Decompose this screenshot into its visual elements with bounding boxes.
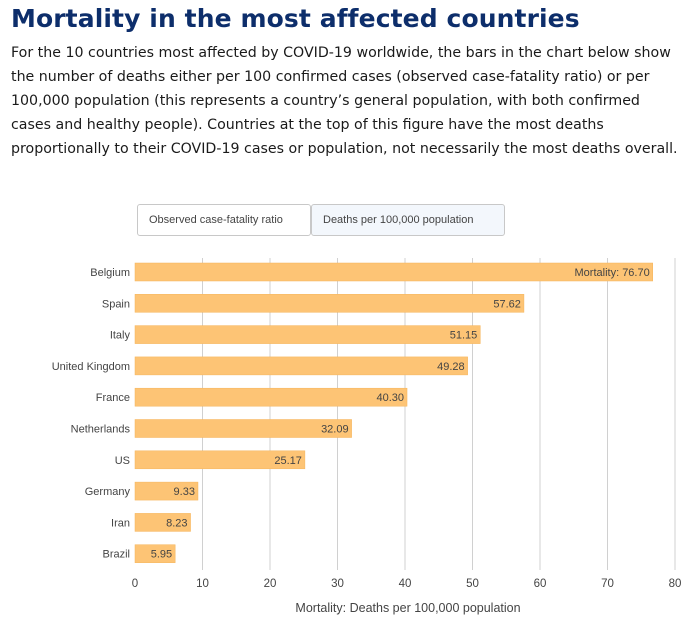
x-tick-label: 10 (196, 578, 209, 590)
x-axis-label: Mortality: Deaths per 100,000 population (295, 601, 521, 615)
x-tick-label: 20 (264, 578, 277, 590)
x-tick-label: 50 (466, 578, 479, 590)
category-label: Italy (110, 330, 131, 342)
value-label: 8.23 (166, 517, 187, 529)
x-tick-label: 30 (331, 578, 344, 590)
value-label: 40.30 (376, 392, 404, 404)
value-label: 51.15 (450, 330, 478, 342)
bars (134, 262, 653, 563)
bar-france (134, 387, 408, 407)
value-label: 49.28 (437, 361, 465, 373)
x-tick-label: 70 (601, 578, 614, 590)
bar-iran (134, 513, 191, 532)
bar-spain (134, 294, 525, 313)
x-tick-label: 80 (669, 578, 682, 590)
bar-netherlands (134, 419, 352, 438)
category-label: US (115, 455, 130, 467)
bar-belgium (134, 262, 653, 282)
x-tick-label: 60 (534, 578, 547, 590)
bar-united-kingdom (134, 356, 468, 376)
x-tick-label: 0 (132, 578, 138, 590)
category-label: Germany (85, 486, 131, 498)
cfr-toggle-button[interactable]: Observed case-fatality ratio (137, 204, 311, 236)
bar-germany (134, 481, 199, 501)
category-label: United Kingdom (52, 361, 130, 373)
category-label: Netherlands (71, 424, 131, 436)
category-label: Spain (102, 298, 130, 310)
value-label: 32.09 (321, 424, 349, 436)
value-label: 5.95 (151, 549, 172, 561)
page-title: Mortality in the most affected countries (11, 4, 580, 33)
per100k-toggle-button[interactable]: Deaths per 100,000 population (311, 204, 505, 236)
mortality-bar-chart: 0 10 20 30 40 50 60 70 80 Belgium Mortality: 76.70… (52, 258, 682, 590)
bar-us (134, 450, 306, 470)
value-label: 57.62 (493, 298, 521, 310)
bar-italy (134, 325, 481, 344)
category-label: France (96, 392, 130, 404)
bar-brazil (134, 544, 176, 563)
value-label: 9.33 (174, 486, 195, 498)
labels: 0 10 20 30 40 50 60 70 80 Belgium Mortality: 76.70… (52, 267, 682, 590)
category-label: Brazil (102, 549, 130, 561)
x-tick-label: 40 (399, 578, 412, 590)
category-label: Iran (111, 517, 130, 529)
value-label: 25.17 (274, 455, 302, 467)
page-description: For the 10 countries most affected by CO… (11, 45, 678, 157)
category-label: Belgium (90, 267, 130, 279)
value-label: Mortality: 76.70 (575, 267, 650, 279)
